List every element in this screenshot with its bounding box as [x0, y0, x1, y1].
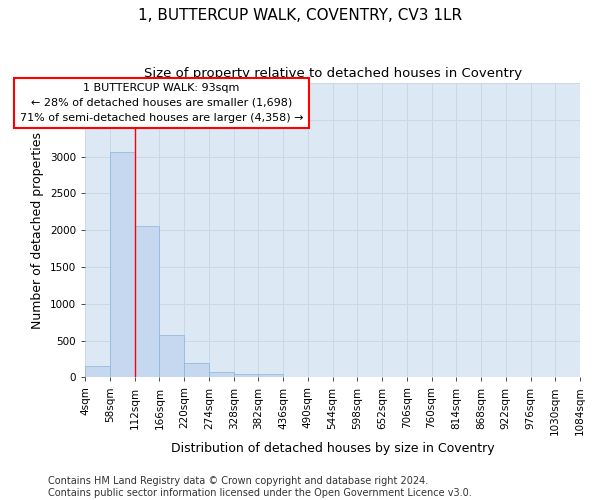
Text: 1 BUTTERCUP WALK: 93sqm
← 28% of detached houses are smaller (1,698)
71% of semi: 1 BUTTERCUP WALK: 93sqm ← 28% of detache… — [20, 83, 303, 122]
Bar — [110, 152, 135, 378]
Title: Size of property relative to detached houses in Coventry: Size of property relative to detached ho… — [143, 68, 522, 80]
X-axis label: Distribution of detached houses by size in Coventry: Distribution of detached houses by size … — [171, 442, 494, 455]
Bar — [209, 372, 233, 378]
Bar — [160, 336, 184, 378]
Bar — [233, 374, 259, 378]
Bar — [85, 366, 110, 378]
Y-axis label: Number of detached properties: Number of detached properties — [31, 132, 44, 328]
Bar — [135, 226, 160, 378]
Bar — [259, 374, 283, 378]
Text: Contains HM Land Registry data © Crown copyright and database right 2024.
Contai: Contains HM Land Registry data © Crown c… — [48, 476, 472, 498]
Bar — [184, 362, 209, 378]
Text: 1, BUTTERCUP WALK, COVENTRY, CV3 1LR: 1, BUTTERCUP WALK, COVENTRY, CV3 1LR — [138, 8, 462, 22]
